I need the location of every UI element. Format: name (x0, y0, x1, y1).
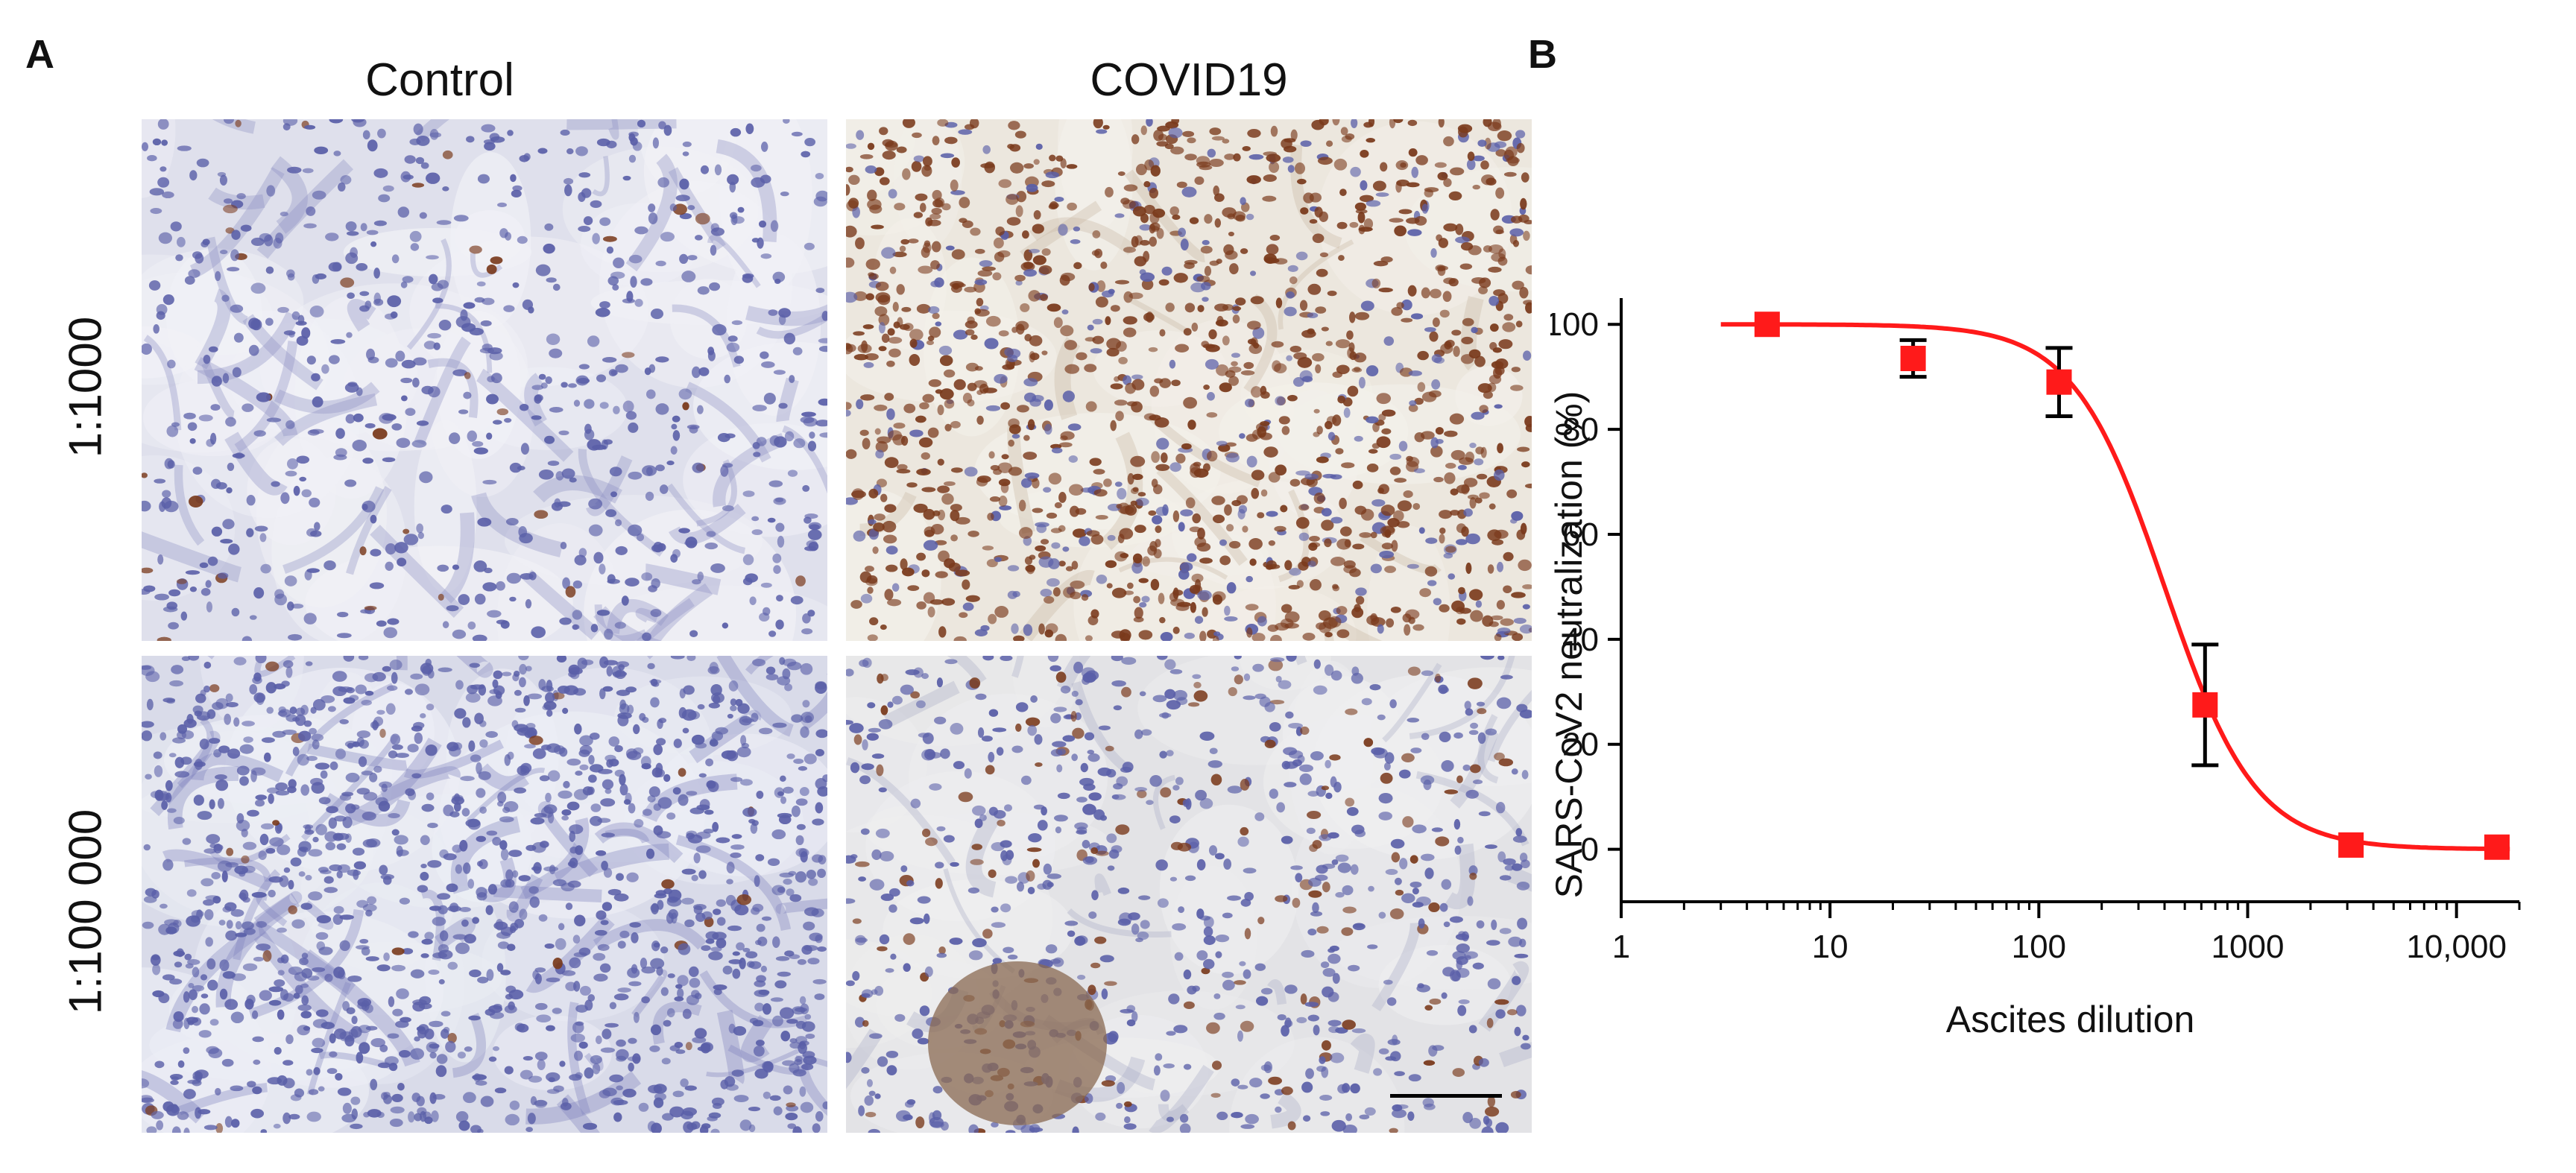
x-tick-label: 1 (1612, 929, 1630, 965)
micrograph-control-1-1000 (142, 119, 827, 641)
micrograph-covid19-1-1000 (846, 119, 1532, 641)
data-points-layer (1755, 312, 2510, 860)
panel-a-letter: A (25, 31, 54, 78)
panel-b-letter: B (1528, 31, 1557, 78)
x-tick-label: 100 (2012, 929, 2066, 965)
data-marker (2338, 832, 2364, 858)
granuloma-region (928, 961, 1107, 1125)
y-axis-title: SARS-CoV2 neutralization (%) (1550, 391, 1590, 899)
column-label-control: Control (97, 54, 783, 107)
data-marker (1901, 346, 1926, 371)
column-label-covid19: COVID19 (846, 54, 1532, 107)
y-tick-label: 100 (1550, 306, 1599, 343)
fit-curve (1721, 324, 2510, 849)
x-axis-title: Ascites dilution (1946, 999, 2195, 1040)
x-tick-label: 10 (1812, 929, 1849, 965)
micrograph-covid19-1-100000 (846, 656, 1532, 1133)
data-marker (2192, 692, 2217, 718)
data-point (2045, 348, 2072, 417)
data-point (2338, 832, 2364, 858)
row-label-1-100000: 1:100 000 (60, 651, 113, 1173)
row-label-1-1000: 1:1000 (60, 127, 113, 648)
data-marker (1755, 312, 1780, 337)
data-marker (2046, 370, 2071, 395)
micrograph-control-1-100000 (142, 656, 827, 1133)
data-point (1755, 312, 1780, 337)
x-tick-label: 1000 (2212, 929, 2285, 965)
data-point (1900, 340, 1927, 376)
data-point (2484, 835, 2510, 860)
data-marker (2484, 835, 2510, 860)
x-tick-label: 10,000 (2406, 929, 2507, 965)
data-point (2191, 645, 2218, 765)
scale-bar (1390, 1094, 1502, 1098)
fit-curve-layer (1721, 324, 2510, 849)
